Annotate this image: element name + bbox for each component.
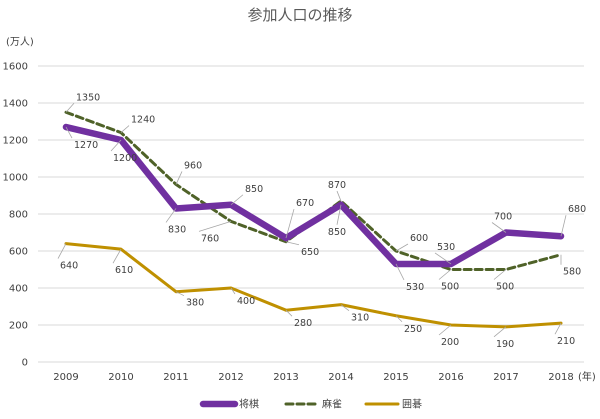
leader-line (438, 269, 452, 280)
x-tick-label: 2009 (53, 372, 78, 383)
x-axis-unit-label: (年) (578, 370, 596, 383)
leader-line (434, 252, 452, 265)
leader-line (165, 208, 177, 223)
data-label-1-2013: 650 (301, 247, 319, 258)
leader-line (285, 309, 293, 317)
leader-line (285, 208, 295, 239)
leader-line (175, 291, 185, 297)
leader-line (340, 304, 350, 311)
series-line-0 (62, 123, 565, 268)
y-tick-label: 1600 (3, 62, 28, 73)
data-label-0-2012: 850 (245, 184, 263, 195)
x-tick-label: 2010 (108, 372, 133, 383)
y-tick-label: 600 (9, 247, 28, 258)
data-label-0-2018: 680 (568, 204, 586, 215)
y-axis-unit-label: (万人) (6, 36, 34, 48)
data-label-2-2010: 610 (115, 265, 133, 276)
data-labels: 1270 1200 830 850 670 850 530 530 700 680 1350 1240… (60, 92, 586, 350)
legend-label-1: 麻雀 (322, 398, 342, 411)
data-label-0-2016: 530 (437, 242, 455, 253)
legend-label-2: 囲碁 (402, 398, 422, 411)
leader-line (395, 263, 405, 281)
leader-line (493, 269, 507, 280)
y-tick-label: 200 (9, 321, 28, 332)
chart-title: 参加人口の推移 (247, 6, 352, 24)
data-label-0-2017: 700 (494, 212, 512, 223)
data-label-1-2010: 1240 (131, 115, 155, 126)
leader-line (110, 139, 122, 152)
data-label-0-2014: 850 (328, 227, 346, 238)
x-axis-ticks: 2009 2010 2011 2012 2013 2014 2015 2016 2017 2018 (53, 372, 573, 383)
leader-line (65, 102, 75, 113)
leader-line (120, 125, 130, 133)
x-tick-label: 2012 (218, 372, 243, 383)
data-label-2-2018: 210 (557, 336, 575, 347)
data-label-1-2018: 580 (563, 267, 581, 278)
data-label-2-2015: 250 (404, 324, 422, 335)
x-tick-label: 2018 (548, 372, 573, 383)
data-label-2-2016: 200 (441, 337, 459, 348)
y-axis-ticks: 0 200 400 600 800 1000 1200 1400 1600 (3, 62, 28, 369)
leader-line (112, 248, 122, 264)
legend-label-0: 将棋 (239, 398, 259, 411)
data-label-2-2017: 190 (496, 339, 514, 350)
x-tick-label: 2013 (273, 372, 298, 383)
legend: 将棋 麻雀 囲碁 (199, 398, 422, 411)
x-tick-label: 2017 (493, 372, 518, 383)
data-label-0-2009: 1270 (74, 140, 98, 151)
leader-line (438, 324, 452, 336)
data-label-0-2011: 830 (168, 224, 186, 235)
data-label-2-2009: 640 (60, 261, 78, 272)
series-line-2 (64, 242, 563, 329)
data-label-1-2016: 500 (441, 282, 459, 293)
x-tick-label: 2015 (383, 372, 408, 383)
series-lines (62, 110, 565, 329)
data-label-1-2009: 1350 (76, 92, 100, 103)
leader-line (285, 241, 300, 246)
y-tick-label: 800 (9, 210, 28, 221)
data-label-1-2011: 960 (184, 160, 202, 171)
leader-line (491, 222, 507, 233)
data-label-0-2013: 670 (296, 198, 314, 209)
data-label-1-2017: 500 (496, 282, 514, 293)
label-leaders (57, 102, 567, 338)
leader-line (230, 194, 244, 206)
leader-line (230, 287, 236, 295)
leader-line (395, 243, 409, 252)
leader-line (560, 215, 567, 237)
leader-line (198, 221, 232, 232)
y-tick-label: 1200 (3, 136, 28, 147)
leader-line (395, 315, 403, 323)
leader-line (336, 204, 342, 225)
x-tick-label: 2016 (438, 372, 463, 383)
x-tick-label: 2011 (163, 372, 188, 383)
leader-line (336, 190, 342, 202)
leader-line (57, 243, 67, 259)
data-label-1-2012: 760 (201, 233, 219, 244)
data-label-1-2015: 600 (410, 233, 428, 244)
y-tick-label: 0 (22, 358, 28, 369)
leader-line (65, 126, 73, 139)
data-label-2-2012: 400 (237, 296, 255, 307)
data-label-2-2011: 380 (186, 298, 204, 309)
y-tick-label: 1000 (3, 173, 28, 184)
leader-line (493, 326, 507, 338)
y-tick-label: 1400 (3, 99, 28, 110)
data-label-0-2010: 1200 (113, 153, 137, 164)
data-label-2-2013: 280 (294, 318, 312, 329)
leader-line (554, 322, 562, 335)
data-label-1-2014: 870 (328, 180, 346, 191)
x-tick-label: 2014 (328, 372, 353, 383)
leader-line (175, 171, 183, 185)
data-label-0-2015: 530 (406, 282, 424, 293)
y-tick-label: 400 (9, 284, 28, 295)
data-label-2-2014: 310 (351, 313, 369, 324)
